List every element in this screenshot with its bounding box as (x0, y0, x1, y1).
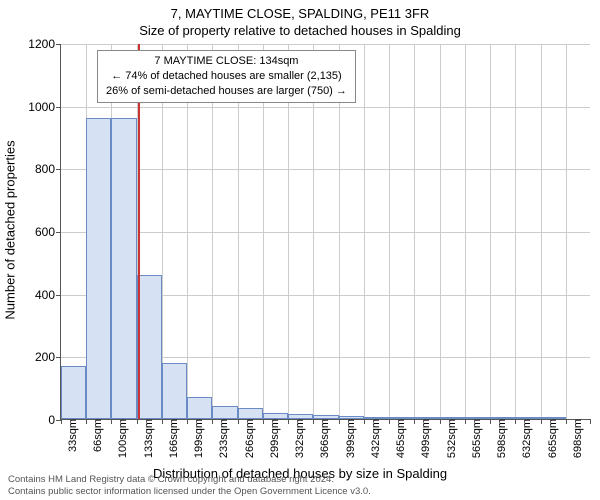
histogram-bar (465, 417, 490, 419)
histogram-bar (238, 408, 263, 419)
histogram-bar (162, 363, 187, 419)
ytick-label: 600 (35, 225, 61, 239)
info-box: 7 MAYTIME CLOSE: 134sqm ← 74% of detache… (97, 50, 356, 103)
xtick-label: 432sqm (364, 419, 382, 458)
chart-title-sub: Size of property relative to detached ho… (0, 21, 600, 38)
xtick-mark (590, 419, 591, 424)
xtick-label: 399sqm (339, 419, 357, 458)
xtick-label: 665sqm (541, 419, 559, 458)
xtick-label: 532sqm (440, 419, 458, 458)
xtick-label: 66sqm (86, 419, 104, 452)
ytick-label: 200 (35, 350, 61, 364)
xtick-label: 465sqm (389, 419, 407, 458)
ytick-label: 1000 (28, 100, 61, 114)
gridline-v (541, 44, 542, 419)
y-axis-label: Number of detached properties (3, 140, 18, 319)
xtick-label: 299sqm (263, 419, 281, 458)
xtick-label: 632sqm (515, 419, 533, 458)
histogram-bar (212, 406, 237, 419)
xtick-label: 332sqm (288, 419, 306, 458)
gridline-v (364, 44, 365, 419)
xtick-label: 266sqm (238, 419, 256, 458)
xtick-label: 499sqm (414, 419, 432, 458)
gridline-v (389, 44, 390, 419)
histogram-bar (414, 417, 439, 419)
chart-title-main: 7, MAYTIME CLOSE, SPALDING, PE11 3FR (0, 0, 600, 21)
gridline-v (515, 44, 516, 419)
histogram-bar (490, 417, 515, 419)
plot-area: 7 MAYTIME CLOSE: 134sqm ← 74% of detache… (60, 44, 590, 420)
histogram-bar (137, 275, 162, 419)
gridline-h (61, 169, 590, 170)
ytick-label: 1200 (28, 37, 61, 51)
histogram-bar (440, 417, 465, 419)
histogram-bar (515, 417, 540, 419)
histogram-bar (263, 413, 288, 419)
histogram-bar (111, 118, 136, 419)
histogram-bar (364, 417, 389, 419)
histogram-bar (541, 417, 566, 419)
histogram-bar (288, 414, 313, 419)
info-line-3: 26% of semi-detached houses are larger (… (106, 84, 347, 99)
xtick-label: 698sqm (566, 419, 584, 458)
ytick-label: 800 (35, 162, 61, 176)
gridline-v (414, 44, 415, 419)
histogram-bar (339, 416, 364, 419)
xtick-label: 366sqm (313, 419, 331, 458)
xtick-label: 100sqm (111, 419, 129, 458)
histogram-bar (61, 366, 86, 419)
xtick-label: 166sqm (162, 419, 180, 458)
footer-attribution: Contains HM Land Registry data © Crown c… (8, 474, 371, 498)
xtick-label: 565sqm (465, 419, 483, 458)
gridline-h (61, 44, 590, 45)
ytick-label: 0 (48, 413, 61, 427)
info-line-1: 7 MAYTIME CLOSE: 134sqm (106, 54, 347, 69)
gridline-v (490, 44, 491, 419)
xtick-label: 598sqm (490, 419, 508, 458)
footer-line-1: Contains HM Land Registry data © Crown c… (8, 474, 371, 486)
gridline-v (465, 44, 466, 419)
histogram-bar (86, 118, 111, 419)
info-line-2: ← 74% of detached houses are smaller (2,… (106, 69, 347, 84)
gridline-v (440, 44, 441, 419)
histogram-bar (187, 397, 212, 419)
gridline-v (566, 44, 567, 419)
xtick-label: 199sqm (187, 419, 205, 458)
xtick-label: 33sqm (61, 419, 79, 452)
histogram-bar (313, 415, 338, 419)
xtick-label: 133sqm (137, 419, 155, 458)
chart-container: 7, MAYTIME CLOSE, SPALDING, PE11 3FR Siz… (0, 0, 600, 500)
ytick-label: 400 (35, 288, 61, 302)
xtick-label: 233sqm (212, 419, 230, 458)
footer-line-2: Contains public sector information licen… (8, 486, 371, 498)
gridline-h (61, 107, 590, 108)
histogram-bar (389, 417, 414, 419)
gridline-h (61, 232, 590, 233)
